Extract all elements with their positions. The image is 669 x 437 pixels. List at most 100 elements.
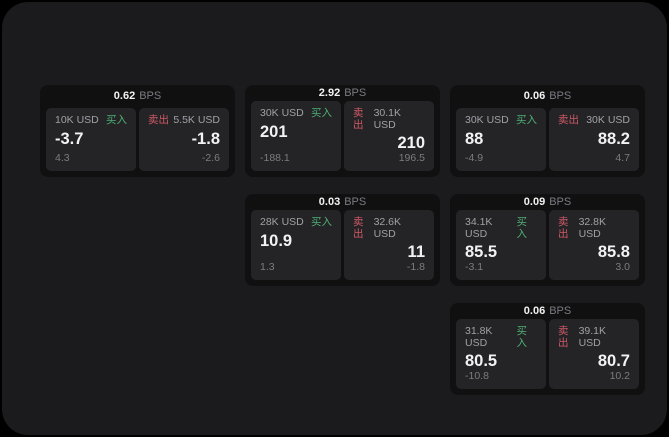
buy-price: 10.9 — [260, 231, 293, 250]
sell-delta: 3.0 — [615, 261, 630, 274]
buy-delta: -3.1 — [465, 261, 484, 274]
quote-card: 0.09 BPS 34.1K USD 买入 85.5 -3.1 卖出 32.8K… — [450, 194, 645, 286]
sell-delta: 196.5 — [398, 152, 425, 165]
sell-price: 11 — [407, 243, 425, 262]
card-header: 0.03 BPS — [251, 194, 434, 210]
card-header: 0.62 BPS — [46, 85, 229, 108]
quote-panels: 34.1K USD 买入 85.5 -3.1 卖出 32.8K USD 85.8… — [456, 210, 639, 280]
buy-panel-top: 10K USD 买入 — [55, 114, 127, 127]
buy-amount-label: 31.8K USD — [465, 325, 493, 349]
buy-price: -3.7 — [55, 129, 84, 148]
sell-price: -1.8 — [191, 129, 220, 148]
sell-amount-label: 30.1K USD — [373, 107, 402, 131]
card-header: 2.92 BPS — [251, 85, 434, 101]
quote-panels: 10K USD 买入 -3.7 4.3 卖出 5.5K USD -1.8 -2.… — [46, 108, 229, 171]
sell-quote-panel[interactable]: 卖出 30.1K USD 210 196.5 — [344, 101, 434, 171]
bps-value: 0.06 — [523, 304, 546, 317]
buy-quote-panel[interactable]: 30K USD 买入 201 -188.1 — [251, 101, 341, 171]
sell-side-badge: 卖出 — [558, 325, 569, 349]
buy-side-badge: 买入 — [106, 114, 127, 126]
sell-delta: -2.6 — [201, 152, 220, 165]
sell-amount-label: 32.6K USD — [373, 216, 402, 240]
buy-amount-label: 30K USD — [260, 107, 304, 120]
sell-side-badge: 卖出 — [558, 114, 579, 126]
sell-panel-top: 卖出 5.5K USD — [148, 114, 220, 127]
bps-value: 2.92 — [318, 86, 341, 99]
sell-side-badge: 卖出 — [558, 216, 569, 240]
buy-delta: -188.1 — [260, 152, 290, 165]
sell-amount-label: 32.8K USD — [578, 216, 607, 240]
buy-delta: -10.8 — [465, 370, 489, 383]
sell-side-badge: 卖出 — [148, 114, 169, 126]
bps-unit-label: BPS — [549, 90, 572, 102]
sell-delta: 10.2 — [609, 370, 630, 383]
sell-panel-top: 卖出 30.1K USD — [353, 108, 425, 131]
bps-unit-label: BPS — [344, 86, 367, 99]
sell-panel-top: 卖出 39.1K USD — [558, 326, 630, 349]
buy-side-badge: 买入 — [516, 216, 527, 240]
quote-panels: 28K USD 买入 10.9 1.3 卖出 32.6K USD 11 -1.8 — [251, 210, 434, 280]
buy-panel-top: 31.8K USD 买入 — [465, 326, 537, 349]
buy-delta: -4.9 — [465, 152, 484, 165]
sell-price: 85.8 — [597, 243, 630, 262]
sell-quote-panel[interactable]: 卖出 32.8K USD 85.8 3.0 — [549, 210, 639, 280]
sell-side-badge: 卖出 — [353, 216, 364, 240]
sell-amount-label: 30K USD — [586, 114, 630, 126]
buy-panel-top: 30K USD 买入 — [465, 114, 537, 127]
bps-value: 0.06 — [523, 90, 546, 102]
buy-quote-panel[interactable]: 10K USD 买入 -3.7 4.3 — [46, 108, 136, 171]
quote-card: 2.92 BPS 30K USD 买入 201 -188.1 卖出 30.1K … — [245, 85, 440, 177]
buy-panel-top: 34.1K USD 买入 — [465, 217, 537, 240]
buy-amount-label: 30K USD — [465, 114, 509, 126]
sell-amount-label: 39.1K USD — [578, 325, 607, 349]
sell-amount-label: 5.5K USD — [173, 114, 220, 126]
buy-delta: 4.3 — [55, 152, 70, 165]
sell-quote-panel[interactable]: 卖出 32.6K USD 11 -1.8 — [344, 210, 434, 280]
sell-price: 80.7 — [597, 352, 630, 371]
quote-panels: 30K USD 买入 88 -4.9 卖出 30K USD 88.2 4.7 — [456, 108, 639, 171]
card-header: 0.06 BPS — [456, 85, 639, 108]
card-header: 0.06 BPS — [456, 303, 639, 319]
buy-quote-panel[interactable]: 30K USD 买入 88 -4.9 — [456, 108, 546, 171]
buy-amount-label: 10K USD — [55, 114, 99, 126]
buy-price: 88 — [465, 129, 484, 148]
buy-quote-panel[interactable]: 31.8K USD 买入 80.5 -10.8 — [456, 319, 546, 389]
quote-card: 0.62 BPS 10K USD 买入 -3.7 4.3 卖出 5.5K USD… — [40, 85, 235, 177]
buy-quote-panel[interactable]: 34.1K USD 买入 85.5 -3.1 — [456, 210, 546, 280]
sell-price: 88.2 — [597, 129, 630, 148]
card-header: 0.09 BPS — [456, 194, 639, 210]
quote-card-grid: 0.62 BPS 10K USD 买入 -3.7 4.3 卖出 5.5K USD… — [40, 85, 645, 395]
sell-price: 210 — [397, 134, 425, 153]
bps-unit-label: BPS — [344, 195, 367, 208]
buy-side-badge: 买入 — [516, 114, 537, 126]
quote-panels: 31.8K USD 买入 80.5 -10.8 卖出 39.1K USD 80.… — [456, 319, 639, 389]
bps-value: 0.62 — [113, 90, 136, 102]
sell-panel-top: 卖出 32.6K USD — [353, 217, 425, 240]
sell-quote-panel[interactable]: 卖出 39.1K USD 80.7 10.2 — [549, 319, 639, 389]
bps-unit-label: BPS — [549, 304, 572, 317]
buy-side-badge: 买入 — [311, 216, 332, 229]
buy-price: 85.5 — [465, 243, 498, 262]
buy-panel-top: 30K USD 买入 — [260, 108, 332, 120]
buy-panel-top: 28K USD 买入 — [260, 217, 332, 229]
quote-card: 0.06 BPS 30K USD 买入 88 -4.9 卖出 30K USD 8… — [450, 85, 645, 177]
buy-side-badge: 买入 — [516, 325, 527, 349]
bps-value: 0.03 — [318, 195, 341, 208]
buy-price: 80.5 — [465, 352, 498, 371]
sell-quote-panel[interactable]: 卖出 30K USD 88.2 4.7 — [549, 108, 639, 171]
sell-delta: 4.7 — [615, 152, 630, 165]
sell-quote-panel[interactable]: 卖出 5.5K USD -1.8 -2.6 — [139, 108, 229, 171]
sell-panel-top: 卖出 30K USD — [558, 114, 630, 127]
quote-card: 0.03 BPS 28K USD 买入 10.9 1.3 卖出 32.6K US… — [245, 194, 440, 286]
bps-value: 0.09 — [523, 195, 546, 208]
sell-side-badge: 卖出 — [353, 107, 364, 131]
sell-panel-top: 卖出 32.8K USD — [558, 217, 630, 240]
quote-panels: 30K USD 买入 201 -188.1 卖出 30.1K USD 210 1… — [251, 101, 434, 171]
buy-quote-panel[interactable]: 28K USD 买入 10.9 1.3 — [251, 210, 341, 280]
bps-unit-label: BPS — [139, 90, 162, 102]
buy-amount-label: 28K USD — [260, 216, 304, 229]
buy-price: 201 — [260, 122, 288, 141]
buy-side-badge: 买入 — [311, 107, 332, 120]
sell-delta: -1.8 — [406, 261, 425, 274]
